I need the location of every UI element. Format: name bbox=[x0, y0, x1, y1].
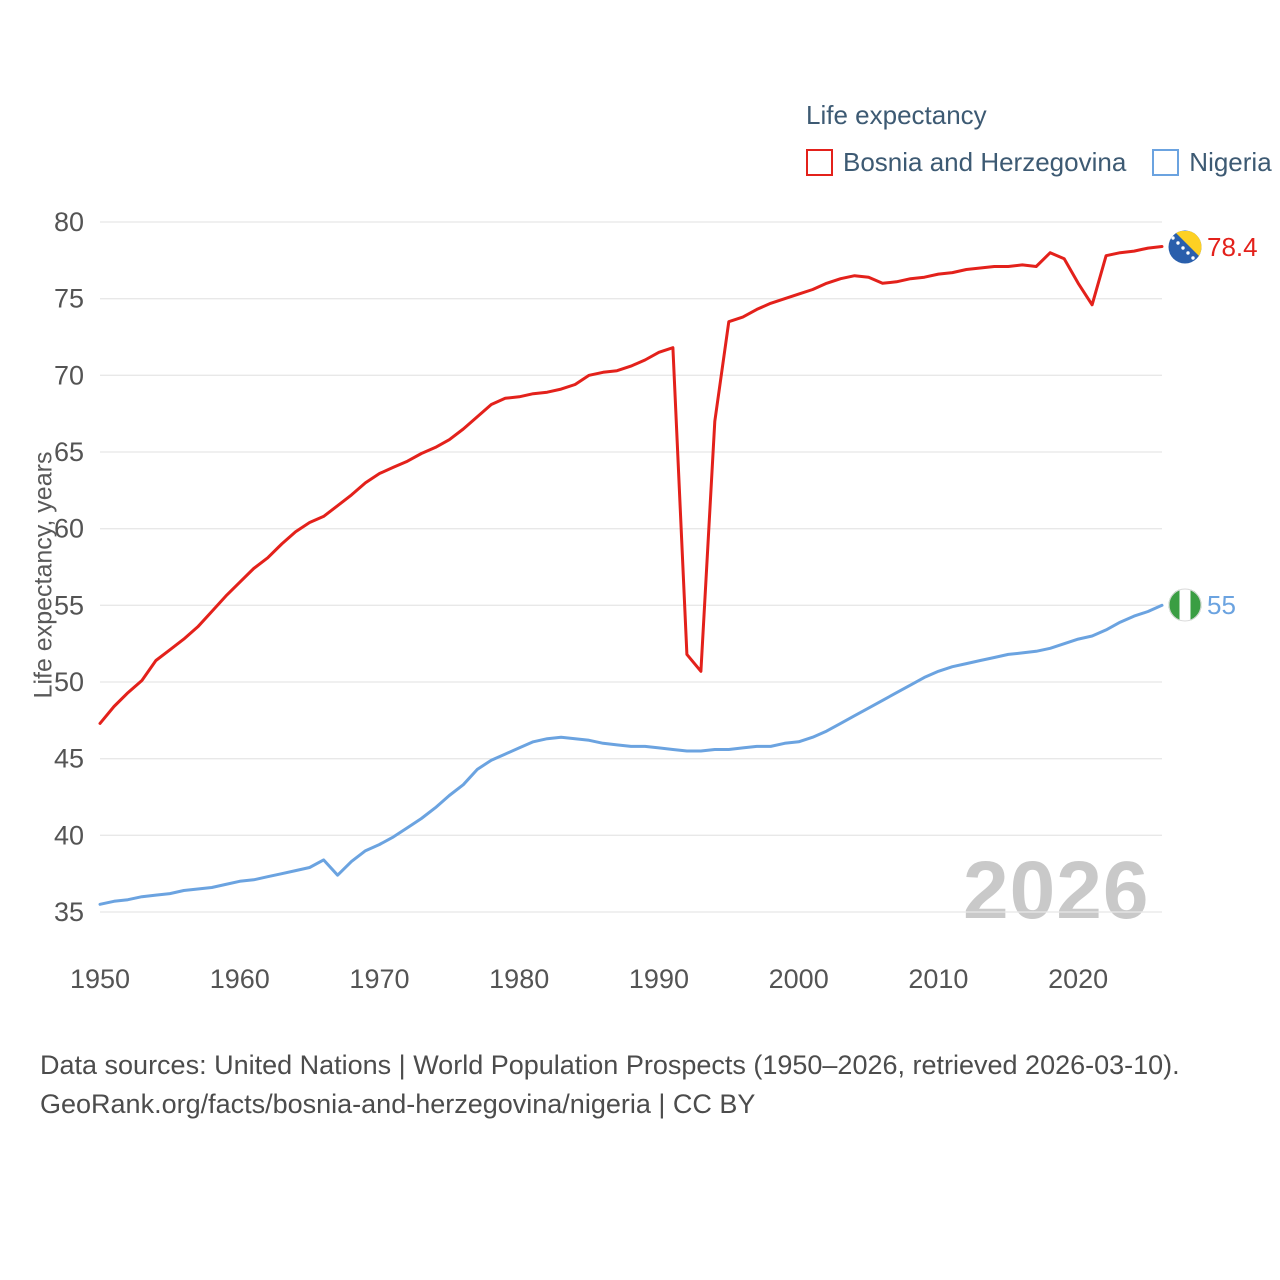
x-tick-label: 1960 bbox=[210, 964, 270, 994]
y-tick-label: 55 bbox=[54, 590, 84, 620]
y-axis-title: Life expectancy, years bbox=[29, 451, 58, 699]
legend-item-nigeria: Nigeria bbox=[1152, 147, 1272, 178]
y-tick-label: 35 bbox=[54, 897, 84, 927]
x-tick-label: 1950 bbox=[70, 964, 130, 994]
x-tick-label: 1980 bbox=[489, 964, 549, 994]
nigeria-series-swatch-icon bbox=[1152, 149, 1180, 176]
legend-row: Bosnia and Herzegovina Nigeria bbox=[806, 147, 1272, 178]
y-tick-label: 80 bbox=[54, 207, 84, 237]
bosnia-series-swatch-icon bbox=[806, 149, 833, 176]
watermark-year: 2026 bbox=[963, 845, 1150, 936]
nigeria-flag-icon bbox=[1168, 588, 1202, 622]
y-tick-label: 60 bbox=[54, 514, 84, 544]
end-label-bosnia: 78.4 bbox=[1207, 232, 1258, 262]
footer-sources-line: Data sources: United Nations | World Pop… bbox=[40, 1050, 1180, 1080]
legend-item-bosnia: Bosnia and Herzegovina bbox=[806, 147, 1126, 178]
x-tick-label: 1990 bbox=[629, 964, 689, 994]
x-tick-label: 2020 bbox=[1048, 964, 1108, 994]
y-tick-label: 65 bbox=[54, 437, 84, 467]
y-tick-label: 40 bbox=[54, 820, 84, 850]
legend-label-bosnia: Bosnia and Herzegovina bbox=[843, 147, 1127, 177]
end-label-nigeria: 55 bbox=[1207, 590, 1236, 620]
y-tick-label: 45 bbox=[54, 744, 84, 774]
y-tick-label: 50 bbox=[54, 667, 84, 697]
legend-label-nigeria: Nigeria bbox=[1189, 147, 1272, 177]
series-line-nigeria bbox=[98, 603, 1164, 906]
y-tick-label: 75 bbox=[54, 284, 84, 314]
bosnia-flag-icon bbox=[1168, 230, 1202, 264]
legend: Life expectancy Bosnia and Herzegovina N… bbox=[806, 100, 1272, 178]
y-tick-label: 70 bbox=[54, 360, 84, 390]
series-line-bosnia-and-herzegovina bbox=[98, 245, 1164, 725]
x-tick-label: 2000 bbox=[769, 964, 829, 994]
legend-title: Life expectancy bbox=[806, 100, 987, 130]
x-tick-label: 1970 bbox=[349, 964, 409, 994]
footer: Data sources: United Nations | World Pop… bbox=[40, 1046, 1180, 1124]
footer-attribution-line: GeoRank.org/facts/bosnia-and-herzegovina… bbox=[40, 1089, 756, 1119]
x-tick-label: 2010 bbox=[908, 964, 968, 994]
